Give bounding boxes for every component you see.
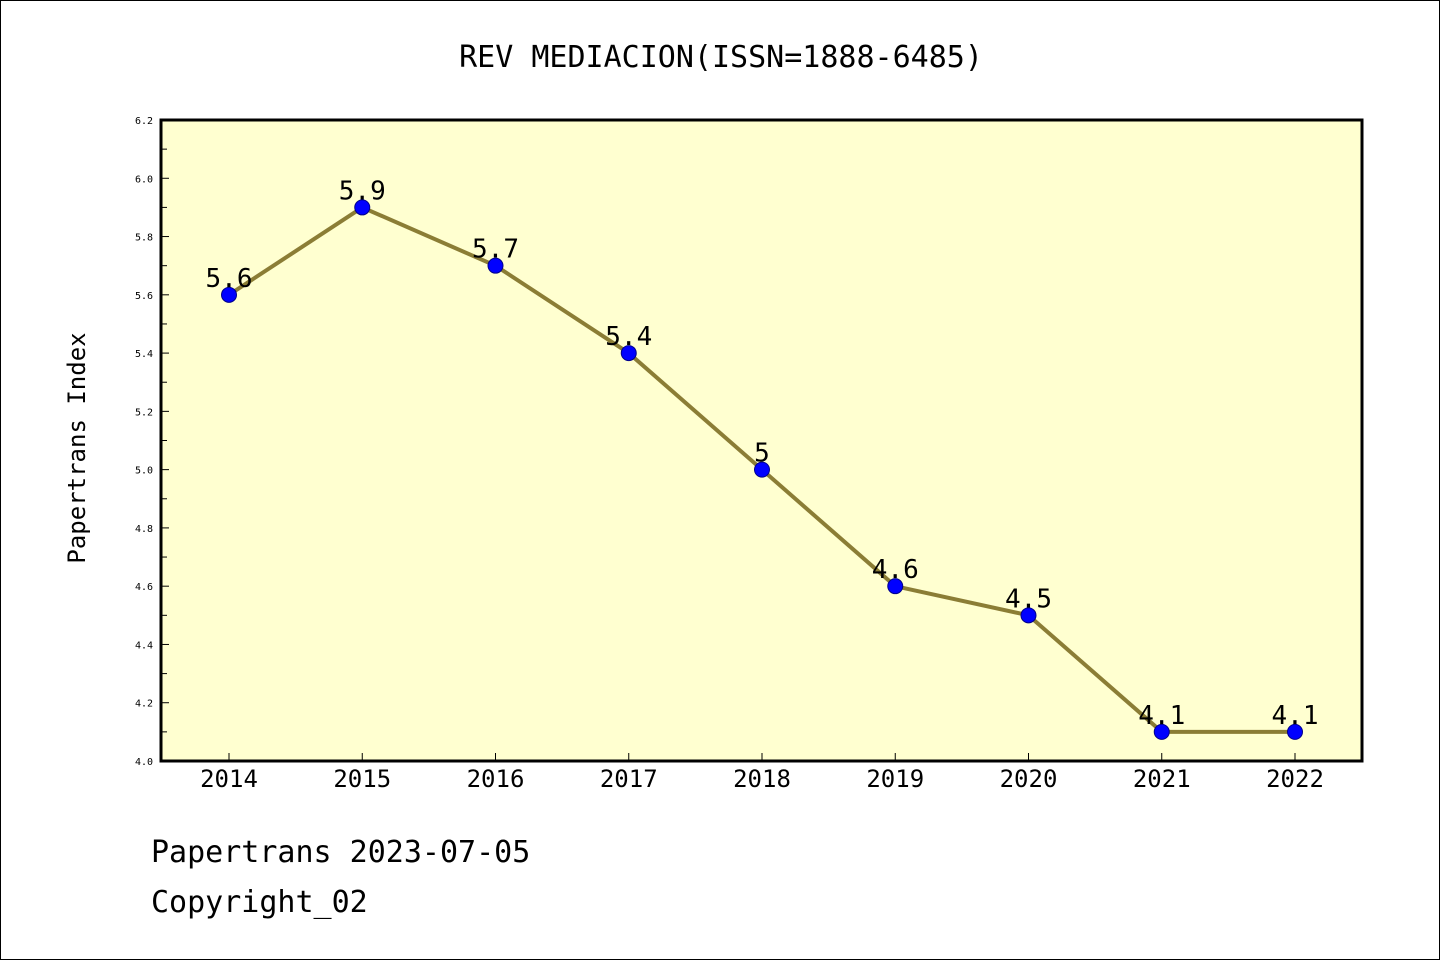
series-papertrans-index: [221, 199, 1303, 740]
y-tick-label: 6.0: [135, 174, 153, 185]
x-tick-label: 2018: [733, 765, 791, 793]
y-tick-label: 4.4: [135, 640, 153, 651]
y-tick-label: 5.0: [135, 466, 153, 477]
x-tick-label: 2016: [467, 765, 525, 793]
footer-date: Papertrans 2023-07-05: [151, 835, 531, 870]
data-point: [887, 578, 904, 595]
y-tick-label: 5.6: [135, 291, 153, 302]
data-label: 4.1: [1138, 701, 1185, 731]
x-tick-label: 2021: [1133, 765, 1191, 793]
data-point: [620, 345, 637, 362]
y-tick-label: 4.6: [135, 582, 153, 593]
data-label: 5.6: [206, 264, 253, 294]
y-tick-label: 5.4: [135, 349, 153, 360]
y-axis-label: Papertrans Index: [63, 332, 91, 563]
data-labels: 5.6 5.9 5.7 5.4 5 4.6 4.5 4.1 4.1: [206, 176, 1319, 730]
plot-area: [159, 118, 1364, 763]
data-label: 5: [754, 439, 770, 469]
y-tick-label: 4.8: [135, 524, 153, 535]
footer-copyright: Copyright_02: [151, 885, 368, 920]
data-point: [354, 199, 371, 216]
data-point: [1287, 723, 1303, 740]
x-tick-label: 2020: [1000, 765, 1058, 793]
y-tick-label: 5.2: [135, 407, 153, 418]
data-label: 5.9: [339, 176, 386, 206]
y-axis-ticks: 4.0 4.2 4.4 4.6 4.8 5.0 5.2 5.4 5.6 5.8 6.0 6.2: [135, 116, 169, 768]
data-label: 4.1: [1272, 701, 1319, 731]
data-label: 4.6: [872, 555, 919, 585]
y-tick-label: 5.8: [135, 233, 153, 244]
data-point: [754, 461, 770, 478]
y-tick-label: 6.2: [135, 116, 153, 127]
data-label: 4.5: [1005, 584, 1052, 614]
data-point: [1020, 607, 1037, 624]
x-tick-label: 2019: [866, 765, 924, 793]
x-tick-label: 2022: [1266, 765, 1324, 793]
x-tick-label: 2014: [200, 765, 258, 793]
x-tick-label: 2015: [333, 765, 391, 793]
chart-title: REV MEDIACION(ISSN=1888-6485): [459, 40, 983, 75]
data-point: [487, 257, 504, 274]
x-tick-label: 2017: [600, 765, 658, 793]
y-tick-label: 4.2: [135, 699, 153, 710]
data-point: [1153, 723, 1170, 740]
data-label: 5.7: [472, 235, 519, 265]
data-label: 5.4: [605, 322, 652, 352]
x-axis-ticks: 2014 2015 2016 2017 2018 2019 2020 2021 2022: [200, 753, 1324, 793]
y-tick-label: 4.0: [135, 757, 153, 768]
data-point: [221, 286, 237, 303]
